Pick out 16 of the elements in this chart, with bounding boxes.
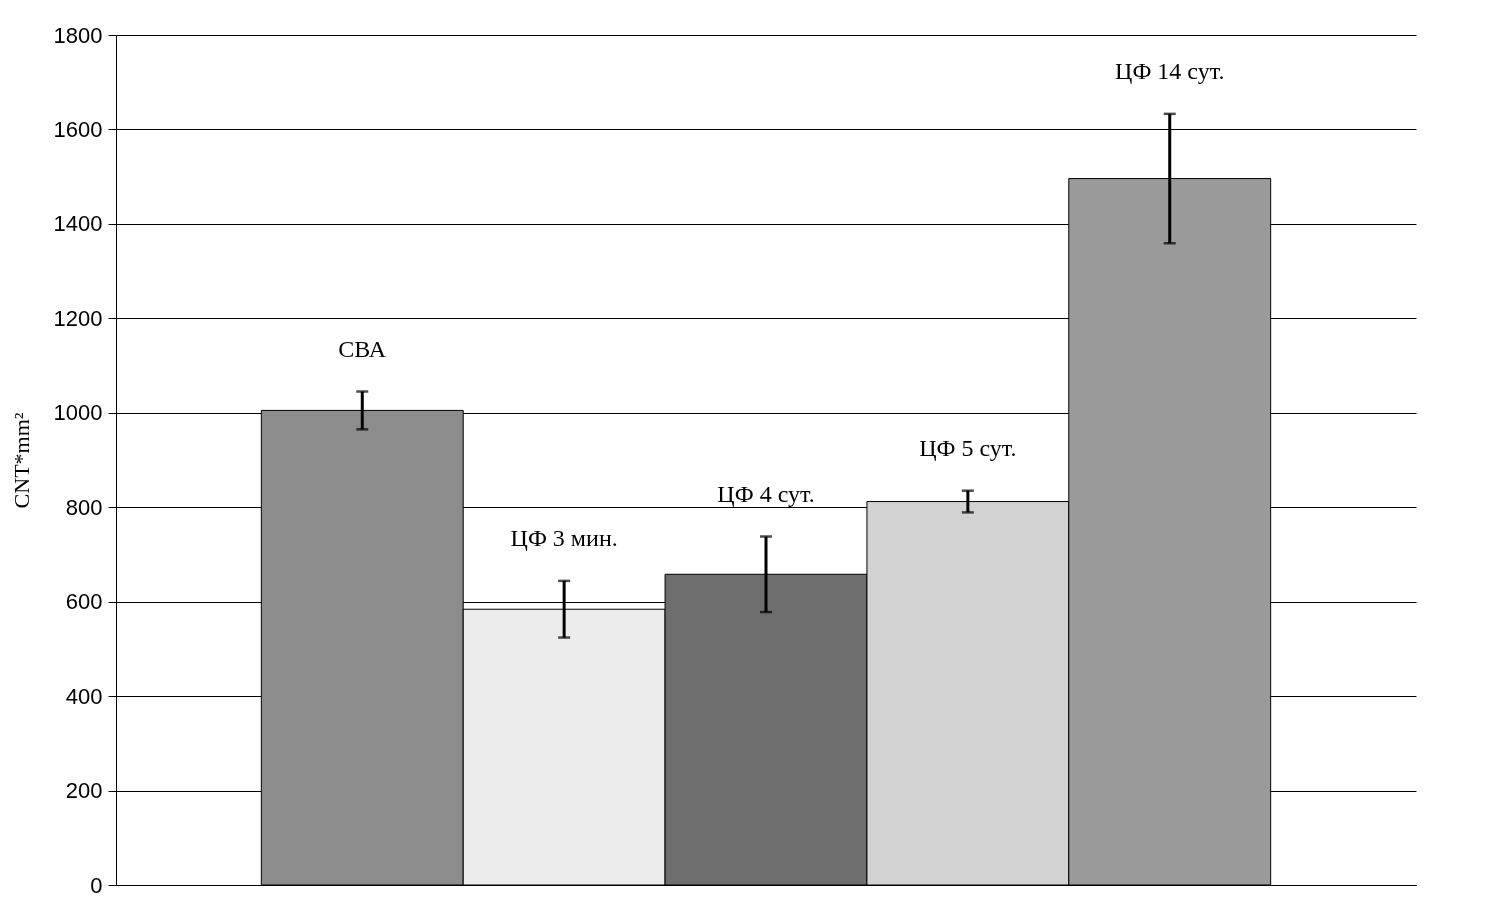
y-tick-label: 600 <box>65 589 103 615</box>
y-tick-label: 800 <box>65 494 103 520</box>
y-tick-label: 200 <box>65 778 103 804</box>
y-tick-label: 1200 <box>53 305 103 331</box>
y-axis-title: CNT*mm² <box>8 412 34 509</box>
x-tick-label: ЦФ 3 мин. <box>510 524 618 551</box>
y-tick-label: 1800 <box>53 22 103 48</box>
y-tick-label: 1400 <box>53 211 103 237</box>
x-tick-label: ЦФ 14 сут. <box>1115 57 1225 84</box>
x-tick-label: СВА <box>338 335 387 362</box>
y-tick-label: 400 <box>65 683 103 709</box>
x-tick-label: ЦФ 5 сут. <box>919 434 1017 461</box>
y-tick-label: 1600 <box>53 116 103 142</box>
y-tick-label: 0 <box>90 872 103 898</box>
y-tick-label: 1000 <box>53 400 103 426</box>
x-tick-label: ЦФ 4 сут. <box>717 480 815 507</box>
